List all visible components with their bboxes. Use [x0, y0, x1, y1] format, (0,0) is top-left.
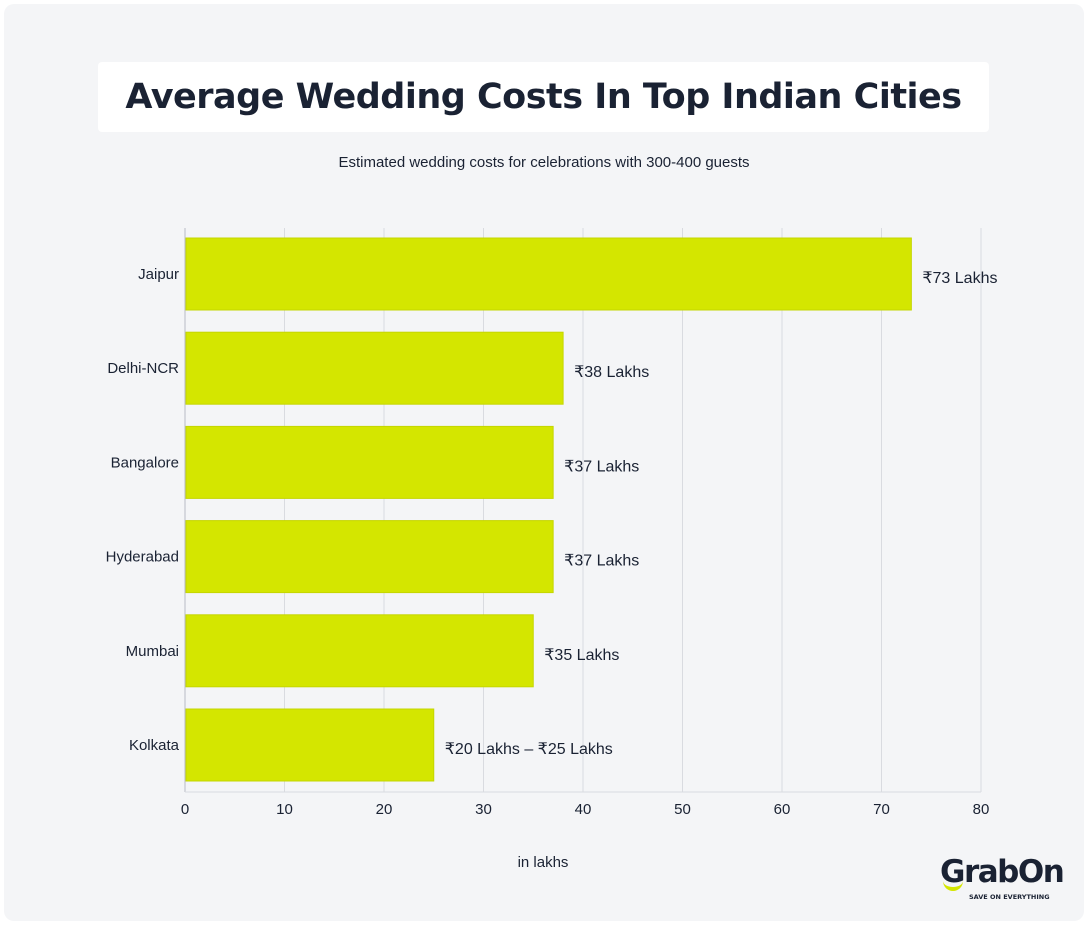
x-tick-label: 50: [674, 801, 691, 818]
x-tick-label: 0: [181, 801, 189, 818]
bar-kolkata: [185, 708, 435, 782]
bar-delhi-ncr: [185, 331, 564, 405]
data-label: ₹37 Lakhs: [564, 553, 639, 570]
bar-jaipur: [185, 237, 912, 311]
x-tick-label: 20: [376, 801, 393, 818]
category-label: Kolkata: [129, 737, 180, 754]
chart-title: Average Wedding Costs In Top Indian Citi…: [125, 77, 962, 117]
title-banner: Average Wedding Costs In Top Indian Citi…: [98, 62, 989, 132]
x-tick-label: 10: [276, 801, 293, 818]
bar-hyderabad: [185, 520, 554, 594]
data-label: ₹35 Lakhs: [544, 647, 619, 664]
bar-bangalore: [185, 425, 554, 499]
category-label: Hyderabad: [106, 549, 179, 566]
chart-subtitle: Estimated wedding costs for celebrations…: [338, 154, 750, 171]
logo-swoosh-icon: [943, 879, 963, 891]
data-label: ₹73 Lakhs: [922, 270, 997, 287]
data-label: ₹38 Lakhs: [574, 364, 649, 381]
category-label: Bangalore: [111, 454, 179, 471]
grid-lines: [184, 228, 982, 793]
grabon-logo: GrabOn SAVE ON EVERYTHING: [940, 853, 1070, 905]
category-label: Delhi-NCR: [107, 360, 179, 377]
x-tick-label: 60: [774, 801, 791, 818]
labels: 0 10 20 30 40 50 60 70 80 Jaipur ₹73 Lakhs Delhi-NC…: [106, 266, 998, 871]
x-tick-label: 70: [873, 801, 890, 818]
bar-mumbai: [185, 614, 534, 688]
data-label: ₹37 Lakhs: [564, 458, 639, 475]
x-axis-title: in lakhs: [518, 854, 569, 871]
logo-tagline: SAVE ON EVERYTHING: [969, 893, 1050, 901]
x-tick-label: 30: [475, 801, 492, 818]
data-label: ₹20 Lakhs – ₹25 Lakhs: [445, 741, 613, 758]
bars: [185, 237, 912, 782]
x-tick-label: 40: [575, 801, 592, 818]
category-label: Mumbai: [126, 643, 179, 660]
x-tick-label: 80: [973, 801, 990, 818]
category-label: Jaipur: [138, 266, 179, 283]
